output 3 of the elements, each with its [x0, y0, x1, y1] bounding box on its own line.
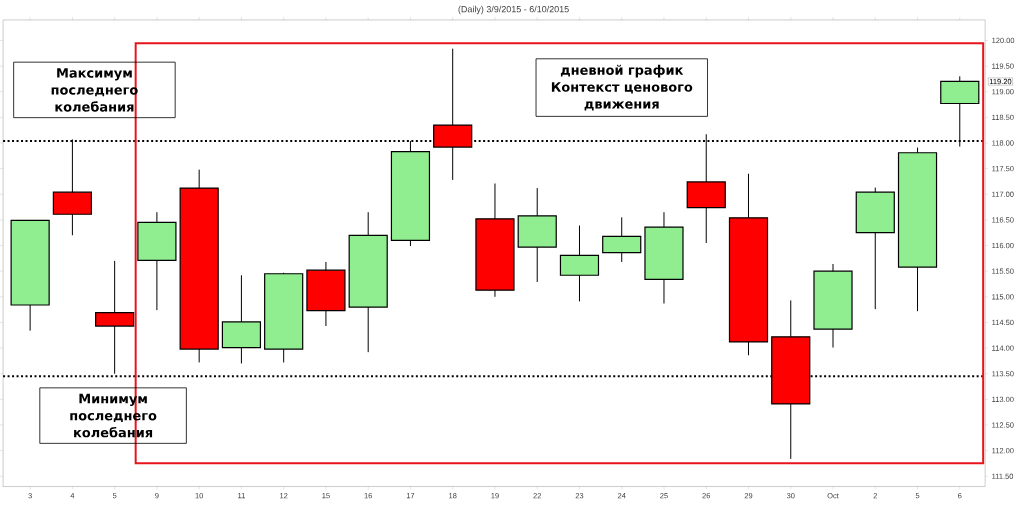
- chart-title: (Daily) 3/9/2015 - 6/10/2015: [458, 5, 569, 14]
- candlestick: [95, 260, 135, 375]
- annotation: дневной график Контекст ценового движения: [551, 64, 693, 111]
